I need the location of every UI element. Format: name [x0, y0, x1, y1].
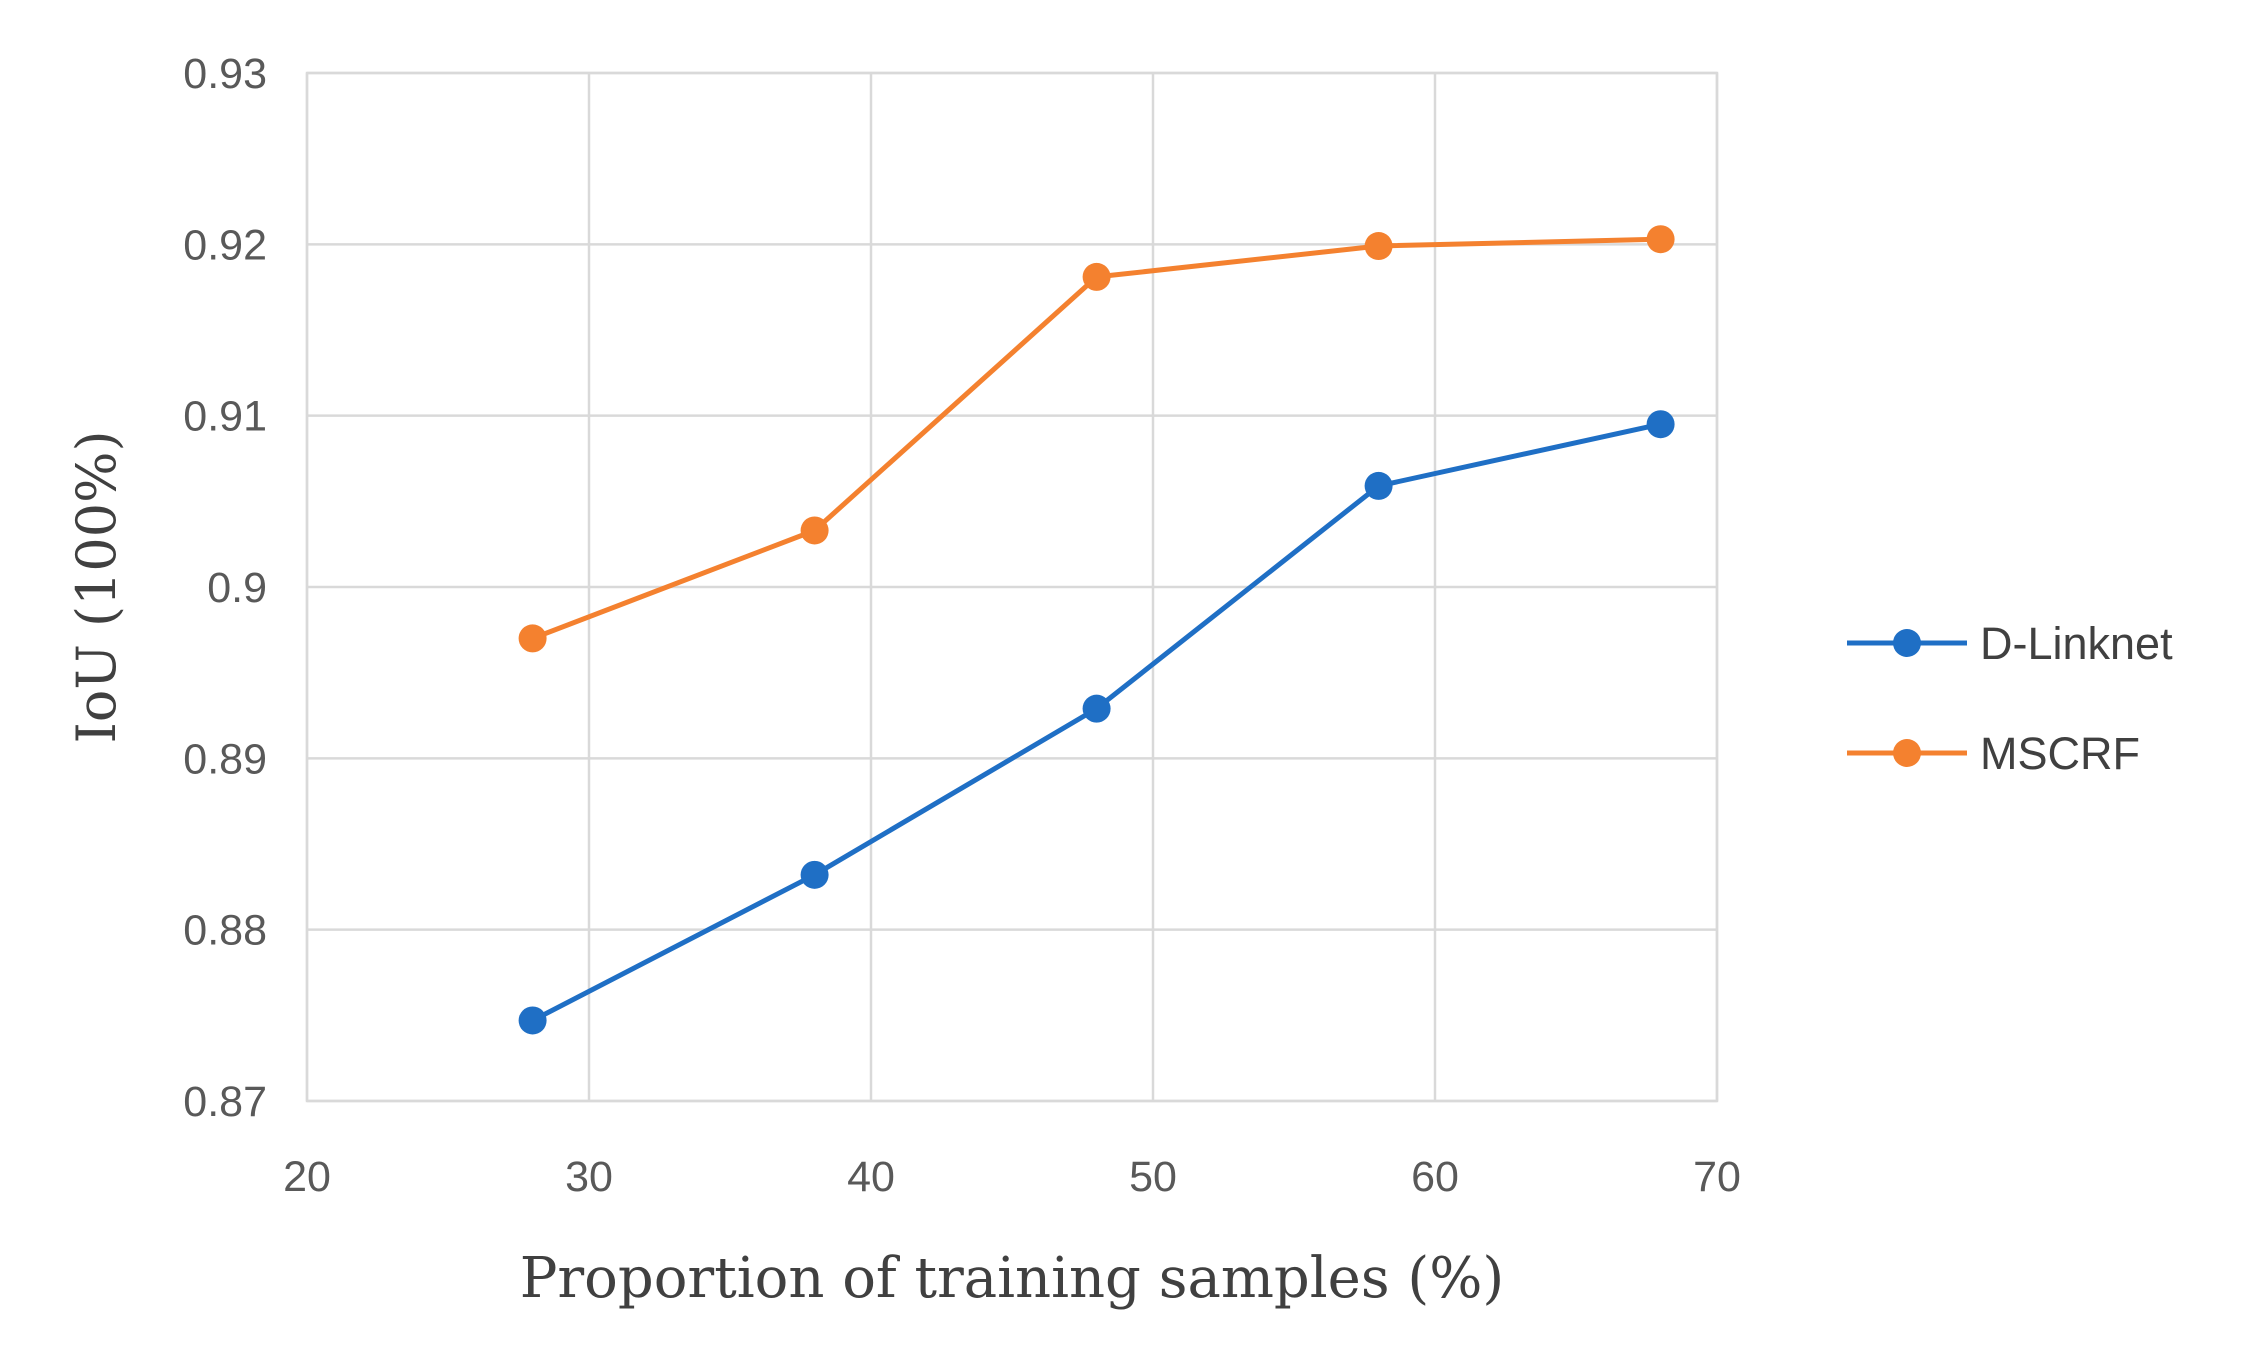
series-d-linknet — [518, 410, 1675, 1035]
data-point-mscrf — [800, 516, 829, 545]
data-point-d-linknet — [800, 860, 829, 889]
plot-area-border — [305, 71, 1719, 1103]
y-tick-label: 0.87 — [183, 1078, 267, 1126]
legend: D-Linknet MSCRF — [1847, 618, 2173, 779]
x-tick-label: 70 — [1693, 1153, 1741, 1201]
data-point-d-linknet — [1364, 471, 1393, 500]
data-point-d-linknet — [1646, 410, 1675, 439]
y-tick-label: 0.93 — [183, 50, 267, 98]
x-tick-label: 50 — [1129, 1153, 1177, 1201]
data-point-mscrf — [518, 624, 547, 653]
x-tick-label: 30 — [565, 1153, 613, 1201]
y-tick-label: 0.9 — [207, 564, 267, 612]
data-point-mscrf — [1364, 232, 1393, 261]
x-axis-title: Proportion of training samples (%) — [520, 1246, 1505, 1311]
series-mscrf — [518, 225, 1675, 653]
y-axis-title: IoU (100%) — [65, 430, 128, 743]
data-point-d-linknet — [518, 1006, 547, 1035]
y-tick-label: 0.89 — [183, 735, 267, 783]
x-tick-label: 60 — [1411, 1153, 1459, 1201]
axes: 0.87 0.88 0.89 0.9 0.91 0.92 0.93 20 30 40 50 60 70 — [183, 50, 1741, 1201]
data-point-d-linknet — [1082, 694, 1111, 723]
legend-item-d-linknet: D-Linknet — [1847, 618, 2173, 669]
legend-label: D-Linknet — [1980, 618, 2173, 669]
data-point-mscrf — [1082, 262, 1111, 291]
y-tick-label: 0.88 — [183, 907, 267, 955]
x-tick-label: 40 — [847, 1153, 895, 1201]
legend-label: MSCRF — [1980, 728, 2140, 779]
x-tick-label: 20 — [283, 1153, 331, 1201]
y-tick-label: 0.91 — [183, 393, 267, 441]
legend-swatch-marker — [1893, 629, 1921, 657]
data-point-mscrf — [1646, 225, 1675, 254]
series-lines — [518, 225, 1675, 1035]
legend-item-mscrf: MSCRF — [1847, 728, 2140, 779]
y-tick-label: 0.92 — [183, 221, 267, 269]
legend-swatch-marker — [1893, 739, 1921, 767]
